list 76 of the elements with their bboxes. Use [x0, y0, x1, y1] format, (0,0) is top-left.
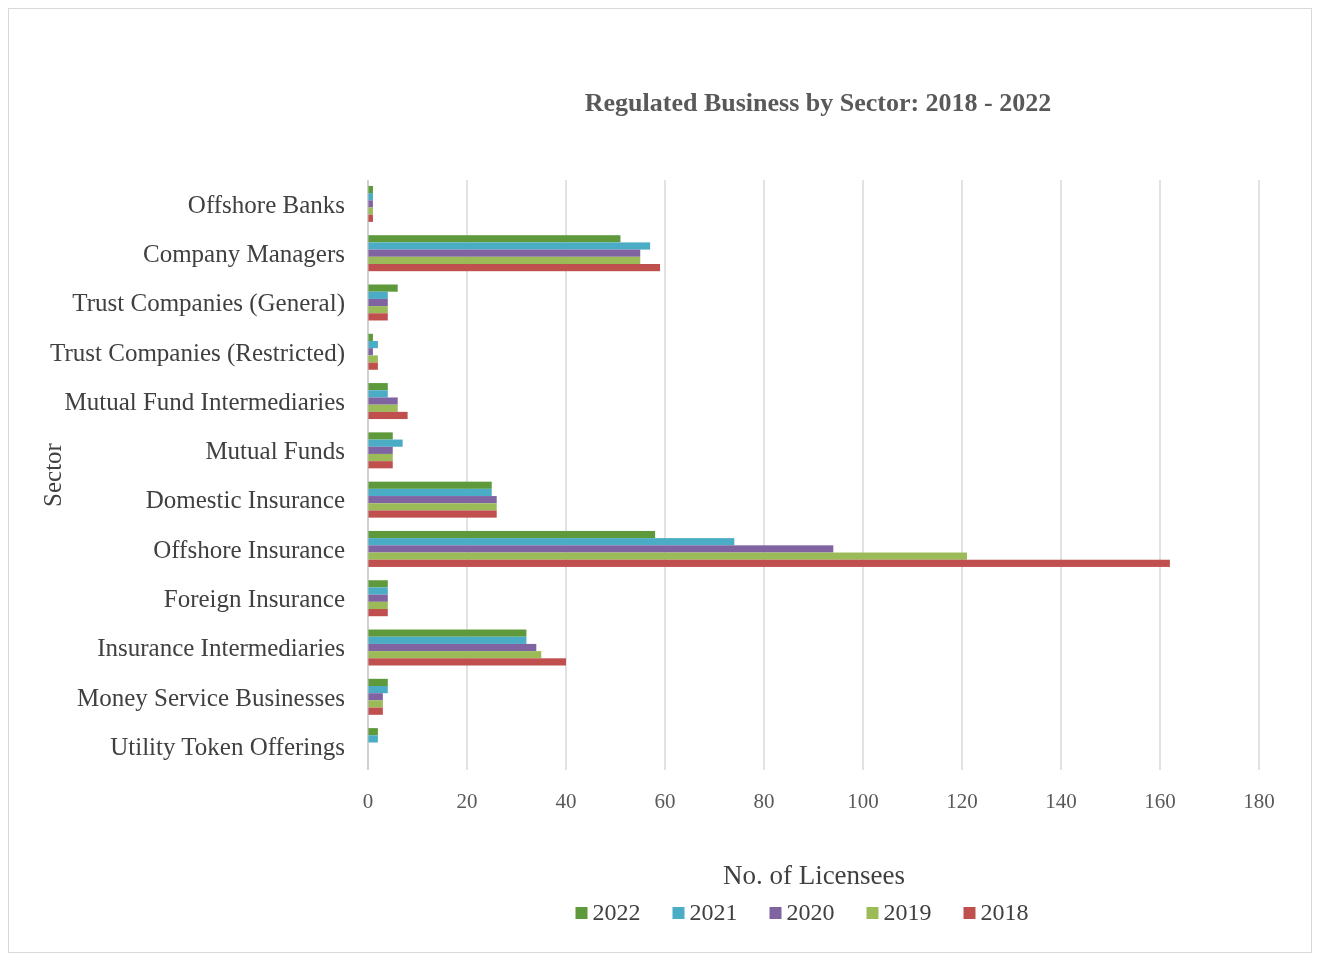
- bar: [368, 594, 388, 602]
- bar: [368, 439, 403, 447]
- legend-label: 2020: [786, 899, 835, 925]
- bar: [368, 580, 388, 588]
- bar: [368, 601, 388, 610]
- bar: [368, 461, 393, 469]
- y-tick-label: Offshore Banks: [187, 190, 345, 218]
- bar: [368, 298, 388, 307]
- bar: [368, 538, 735, 546]
- x-tick-label: 40: [555, 789, 577, 813]
- bar: [368, 397, 398, 405]
- bar: [368, 383, 388, 391]
- bar: [368, 510, 497, 518]
- y-tick-label: Trust Companies (General): [72, 289, 345, 318]
- bar: [368, 658, 566, 666]
- bar: [368, 678, 388, 687]
- bar: [368, 700, 383, 708]
- bar: [368, 643, 537, 652]
- bar: [368, 306, 388, 314]
- bar: [368, 488, 492, 497]
- y-tick-label: Insurance Intermediaries: [97, 634, 345, 662]
- bar: [368, 496, 497, 504]
- bar: [368, 552, 967, 560]
- bar: [368, 313, 388, 321]
- x-tick-label: 180: [1243, 789, 1275, 813]
- x-tick-label: 0: [362, 789, 374, 813]
- bar: [368, 693, 383, 701]
- bar: [368, 235, 621, 243]
- bar: [368, 587, 388, 595]
- bar: [368, 256, 641, 264]
- bar: [368, 686, 388, 694]
- bar: [368, 651, 542, 659]
- bar: [368, 453, 393, 462]
- x-tick-label: 120: [946, 789, 978, 813]
- bar: [368, 432, 393, 440]
- y-tick-label: Foreign Insurance: [163, 584, 345, 612]
- bar: [368, 284, 398, 292]
- x-tick-label: 80: [753, 789, 775, 813]
- x-tick-label: 60: [654, 789, 676, 813]
- bar: [368, 390, 388, 398]
- bar: [368, 559, 1170, 567]
- x-axis-title: No. of Licensees: [722, 860, 906, 890]
- bar: [368, 411, 408, 420]
- y-tick-label: Money Service Businesses: [76, 683, 345, 711]
- x-tick-label: 20: [456, 789, 478, 813]
- y-tick-label: Utility Token Offerings: [110, 732, 345, 760]
- bar: [368, 545, 834, 553]
- bar: [368, 609, 388, 617]
- x-tick-label: 160: [1144, 789, 1176, 813]
- bar: [368, 263, 661, 272]
- bar: [368, 481, 492, 489]
- y-tick-label: Mutual Fund Intermediaries: [64, 387, 345, 415]
- x-tick-label: 140: [1045, 789, 1077, 813]
- bar: [368, 249, 641, 257]
- bar: [368, 503, 497, 511]
- y-tick-label: Offshore Insurance: [153, 535, 345, 563]
- y-axis-title: Sector: [39, 442, 66, 507]
- bar: [368, 404, 398, 412]
- y-tick-label: Trust Companies (Restricted): [50, 338, 345, 367]
- y-tick-label: Company Managers: [142, 239, 345, 267]
- bar: [368, 355, 378, 363]
- bar: [368, 446, 393, 454]
- bar: [368, 291, 388, 299]
- legend-label: 2022: [592, 899, 641, 925]
- bar: [368, 629, 527, 637]
- bar: [368, 636, 527, 644]
- y-tick-label: Mutual Funds: [205, 437, 345, 465]
- x-tick-label: 100: [847, 789, 879, 813]
- legend-label: 2018: [980, 899, 1029, 925]
- bar: [368, 530, 656, 539]
- bar: [368, 707, 383, 715]
- legend-label: 2019: [883, 899, 932, 925]
- chart-title: Regulated Business by Sector: 2018 - 2022: [584, 88, 1052, 117]
- bar: [368, 242, 651, 250]
- y-tick-label: Domestic Insurance: [145, 486, 345, 514]
- legend-label: 2021: [689, 899, 738, 925]
